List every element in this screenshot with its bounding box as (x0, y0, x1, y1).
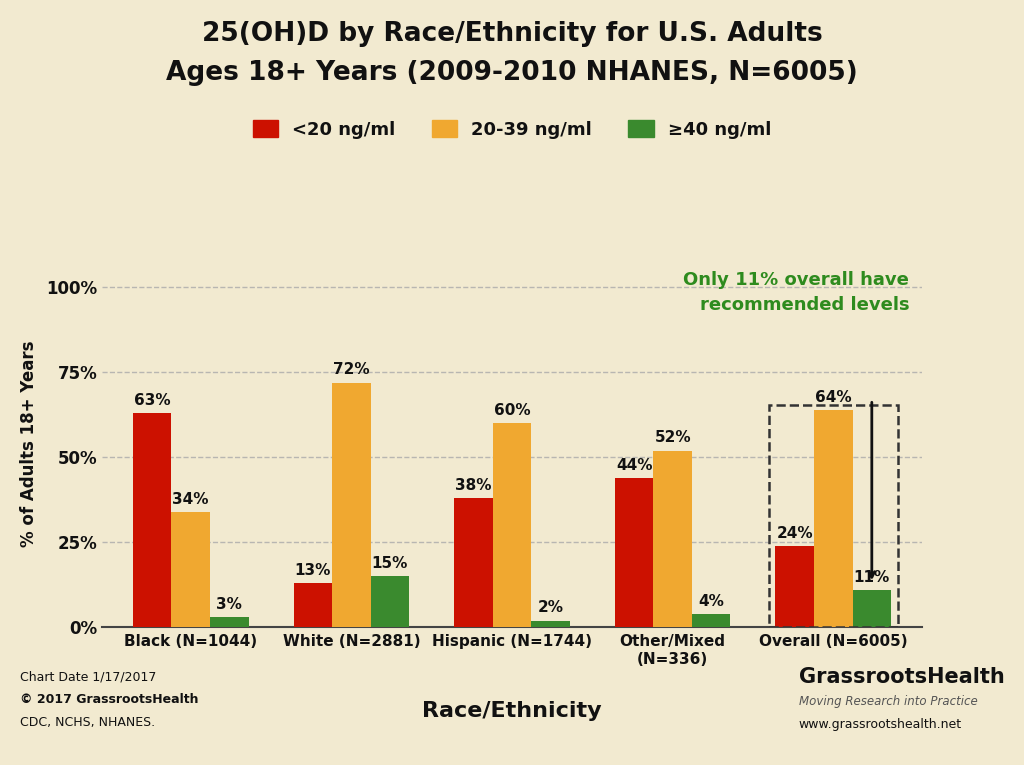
Bar (653, 451, 692, 627)
Text: Race/Ethnicity: Race/Ethnicity (422, 702, 602, 721)
Bar (853, 590, 891, 627)
Text: Moving Research into Practice: Moving Research into Practice (799, 695, 978, 708)
Bar (455, 498, 493, 627)
Text: 60%: 60% (494, 403, 530, 418)
Text: 24%: 24% (776, 526, 813, 541)
Bar (294, 583, 332, 627)
Legend: <20 ng/ml, 20-39 ng/ml, ≥40 ng/ml: <20 ng/ml, 20-39 ng/ml, ≥40 ng/ml (253, 120, 771, 138)
Bar (332, 382, 371, 627)
Text: www.grassrootshealth.net: www.grassrootshealth.net (799, 718, 962, 731)
Text: 34%: 34% (172, 492, 209, 506)
Bar (531, 620, 569, 627)
Text: 15%: 15% (372, 556, 409, 571)
Text: Only 11% overall have
recommended levels: Only 11% overall have recommended levels (683, 271, 909, 314)
Text: CDC, NCHS, NHANES.: CDC, NCHS, NHANES. (20, 717, 156, 729)
Text: 2%: 2% (538, 601, 563, 615)
Text: 4%: 4% (698, 594, 724, 609)
Text: 72%: 72% (333, 363, 370, 377)
Text: 11%: 11% (854, 570, 890, 584)
Bar (171, 512, 210, 627)
Text: 3%: 3% (216, 597, 243, 612)
Bar (371, 576, 410, 627)
Text: 52%: 52% (654, 431, 691, 445)
Bar (775, 545, 814, 627)
Bar (769, 405, 897, 627)
Text: 38%: 38% (456, 478, 492, 493)
Bar (692, 614, 730, 627)
Text: 64%: 64% (815, 389, 852, 405)
Text: 25(OH)D by Race/Ethnicity for U.S. Adults: 25(OH)D by Race/Ethnicity for U.S. Adult… (202, 21, 822, 47)
Text: 44%: 44% (615, 457, 652, 473)
Text: Chart Date 1/17/2017: Chart Date 1/17/2017 (20, 671, 157, 683)
Bar (210, 617, 249, 627)
Text: © 2017 GrassrootsHealth: © 2017 GrassrootsHealth (20, 694, 199, 706)
Text: Ages 18+ Years (2009-2010 NHANES, N=6005): Ages 18+ Years (2009-2010 NHANES, N=6005… (166, 60, 858, 86)
Y-axis label: % of Adults 18+ Years: % of Adults 18+ Years (20, 340, 38, 547)
Bar (133, 413, 171, 627)
Text: 13%: 13% (295, 563, 331, 578)
Text: GrassrootsHealth: GrassrootsHealth (799, 667, 1005, 687)
Text: 63%: 63% (134, 393, 171, 408)
Bar (814, 410, 853, 627)
Bar (614, 477, 653, 627)
Bar (493, 423, 531, 627)
